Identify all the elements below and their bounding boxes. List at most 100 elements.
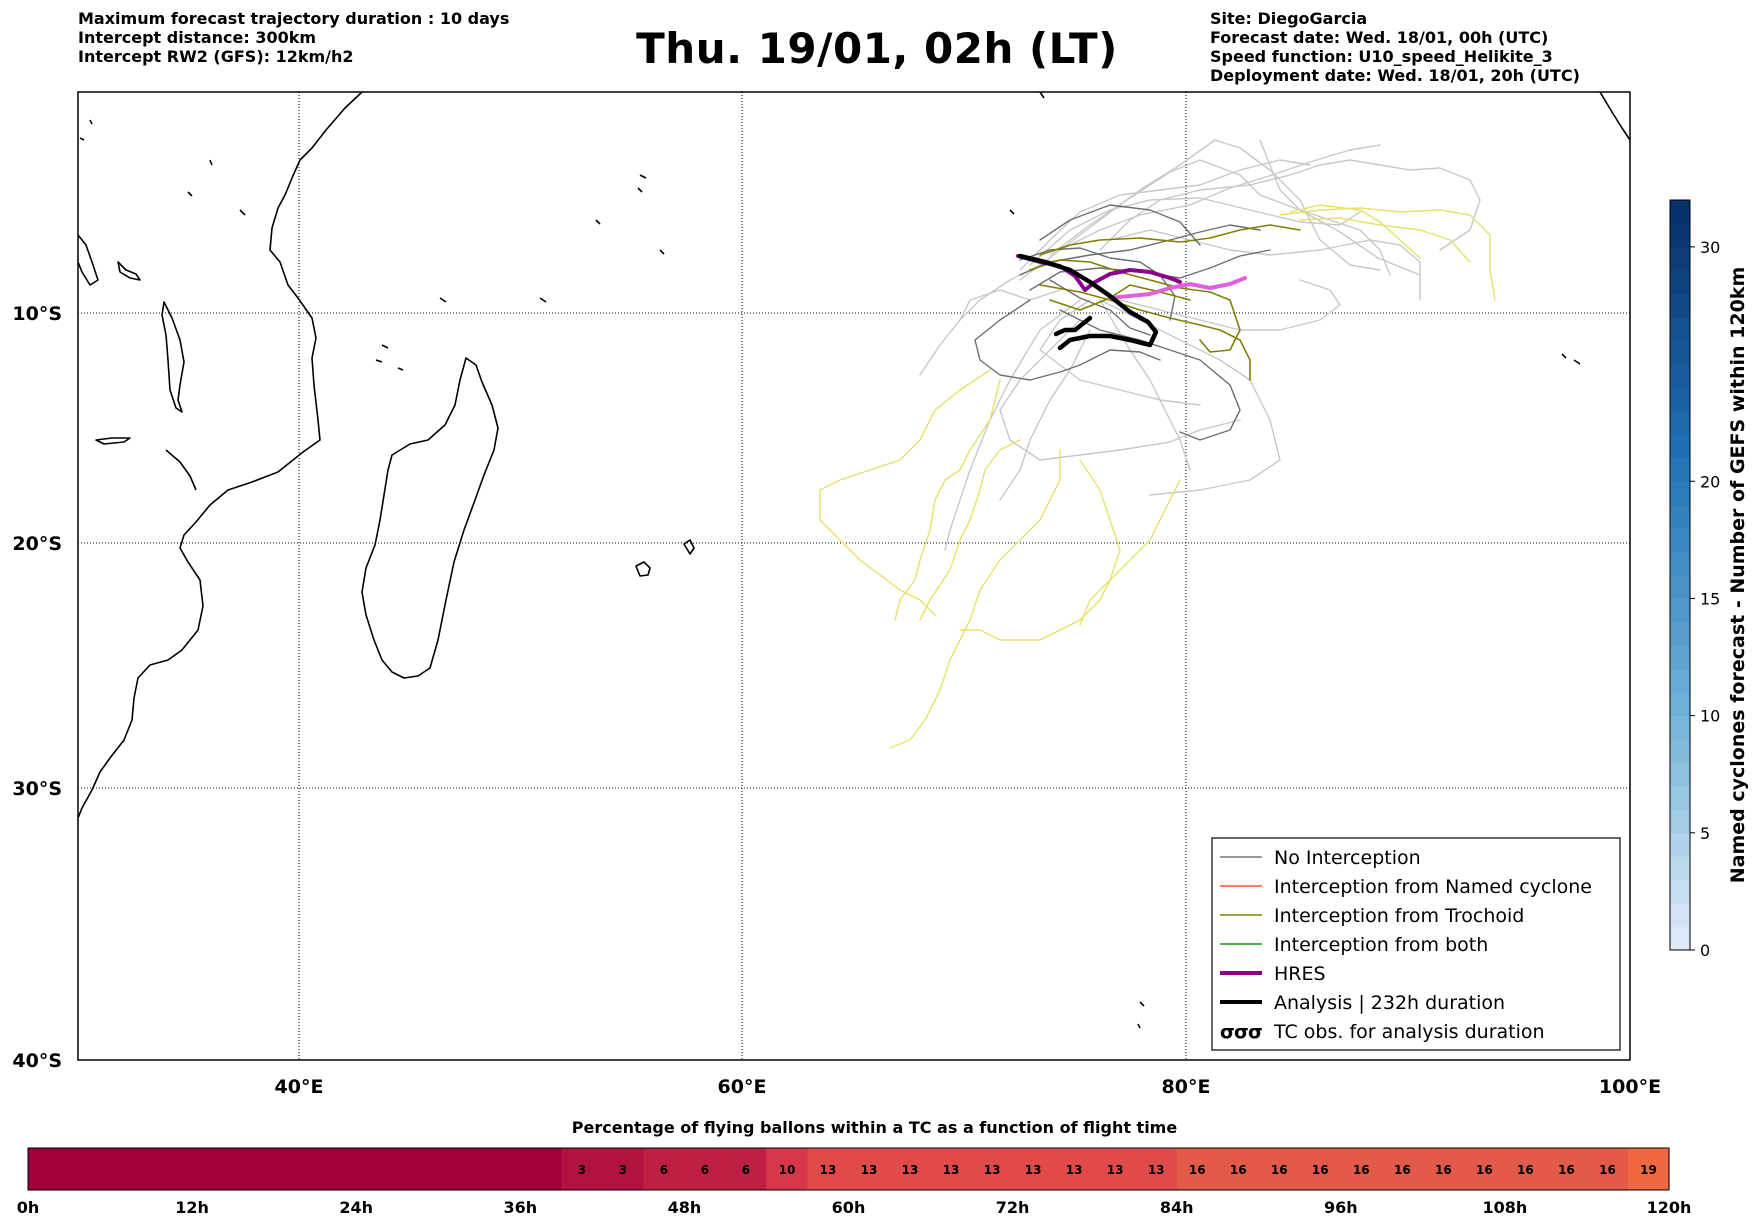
- trajectory-line: [959, 289, 1061, 321]
- percentage-value: 10: [779, 1163, 796, 1177]
- trajectory-line: [819, 369, 991, 616]
- percentage-cell: [1217, 1148, 1260, 1190]
- legend-label: HRES: [1274, 963, 1326, 985]
- percentage-cell: [971, 1148, 1014, 1190]
- percentage-value: 16: [1353, 1163, 1370, 1177]
- percentage-value: 13: [984, 1163, 1001, 1177]
- trajectory-line: [1017, 253, 1159, 351]
- forecast-parameters: Maximum forecast trajectory duration : 1…: [78, 9, 509, 66]
- trajectory-line: [1259, 139, 1391, 276]
- percentage-cell: [561, 1148, 603, 1190]
- percentage-value: 16: [1599, 1163, 1616, 1177]
- percentage-cell: [69, 1148, 111, 1190]
- colorbar-tick-label: 30: [1700, 238, 1720, 257]
- lake-fragment-2: [95, 437, 131, 445]
- percentage-cell: [766, 1148, 809, 1190]
- colorbar-band: [1670, 223, 1690, 248]
- colorbar-band: [1670, 246, 1690, 271]
- colorbar-band: [1670, 739, 1690, 763]
- trajectory-line: [1279, 207, 1496, 301]
- trajectory-line: [1039, 284, 1251, 381]
- colorbar-band: [1670, 903, 1690, 928]
- trajectory-line: [1059, 309, 1241, 441]
- colorbar-band: [1670, 340, 1690, 365]
- trajectory-line: [1029, 259, 1241, 353]
- percentage-value: 13: [1066, 1163, 1083, 1177]
- colorbar-band: [1670, 879, 1690, 904]
- lat-label-40: 40°S: [12, 1050, 62, 1072]
- lon-label-80: 80°E: [1162, 1076, 1211, 1098]
- colorbar-band: [1670, 715, 1690, 740]
- percentage-value: 6: [701, 1163, 709, 1177]
- intercept-distance-text: Intercept distance: 300km: [78, 28, 317, 47]
- colorbar-band: [1670, 832, 1690, 857]
- percentage-value: 13: [902, 1163, 919, 1177]
- trajectory-line: [999, 329, 1091, 501]
- cyclone-symbol-icon: σ: [1234, 1021, 1249, 1043]
- percentage-value: 16: [1271, 1163, 1288, 1177]
- percentage-value: 13: [820, 1163, 837, 1177]
- lon-label-60: 60°E: [718, 1076, 767, 1098]
- colorbar-band: [1670, 504, 1690, 529]
- colorbar-band: [1670, 481, 1690, 506]
- percentage-cell: [1299, 1148, 1342, 1190]
- percentage-cell: [28, 1148, 70, 1190]
- trajectory-line: [1099, 159, 1481, 251]
- trajectory-line: [999, 319, 1241, 461]
- percentage-bar-tick-label: 24h: [339, 1198, 373, 1217]
- cyclone-symbol-icon: σ: [1248, 1021, 1263, 1043]
- longitude-labels: 40°E 60°E 80°E 100°E: [275, 1076, 1662, 1098]
- latitude-labels: 10°S 20°S 30°S 40°S: [12, 303, 62, 1072]
- colorbar-band: [1670, 598, 1690, 623]
- trajectory-line: [1289, 204, 1421, 259]
- percentage-value: 13: [1148, 1163, 1165, 1177]
- percentage-value: 16: [1394, 1163, 1411, 1177]
- reunion-island: [635, 561, 651, 577]
- percentage-cell: [1176, 1148, 1219, 1190]
- percentage-cell: [807, 1148, 850, 1190]
- colorbar-band: [1670, 926, 1690, 951]
- colorbar-tick-label: 5: [1700, 824, 1710, 843]
- map-title: Thu. 19/01, 02h (LT): [636, 24, 1118, 73]
- trajectory-line: [974, 299, 1161, 381]
- percentage-cell: [397, 1148, 439, 1190]
- percentage-value: 13: [1025, 1163, 1042, 1177]
- percentage-cell: [889, 1148, 932, 1190]
- percentage-cell: [1586, 1148, 1629, 1190]
- percentage-value: 16: [1558, 1163, 1575, 1177]
- percentage-bar-tick-label: 84h: [1160, 1198, 1194, 1217]
- trajectory-line: [1108, 276, 1247, 300]
- percentage-cell: [520, 1148, 562, 1190]
- trajectory-line: [1079, 479, 1181, 626]
- percentage-bar-tick-label: 120h: [1647, 1198, 1692, 1217]
- percentage-cell: [356, 1148, 398, 1190]
- legend-box: [1211, 837, 1621, 1051]
- colorbar-band: [1670, 364, 1690, 388]
- colorbar-frame: [1669, 199, 1691, 951]
- colorbar-band: [1670, 270, 1690, 295]
- sumatra-fragment: [1599, 92, 1630, 141]
- percentage-bar-title: Percentage of flying ballons within a TC…: [572, 1118, 1178, 1137]
- percentage-cell: [1627, 1148, 1670, 1190]
- percentage-cell: [1135, 1148, 1178, 1190]
- legend-label: Interception from Trochoid: [1274, 905, 1524, 927]
- percentage-value: 16: [1230, 1163, 1247, 1177]
- percentage-cell: [274, 1148, 316, 1190]
- percentage-value: 16: [1312, 1163, 1329, 1177]
- percentage-cell: [1094, 1148, 1137, 1190]
- percentage-cell: [151, 1148, 193, 1190]
- lake-fragment: [161, 301, 185, 413]
- percentage-cell: [643, 1148, 685, 1190]
- colorbar-band: [1670, 856, 1690, 881]
- lat-label-30: 30°S: [12, 778, 62, 800]
- percentage-value: 13: [1107, 1163, 1124, 1177]
- trajectory-line: [1053, 315, 1093, 337]
- africa-coastline: [78, 92, 363, 819]
- colorbar-band: [1670, 410, 1690, 435]
- percentage-cell: [1340, 1148, 1383, 1190]
- colorbar-band: [1670, 575, 1690, 599]
- colorbar-tick-label: 15: [1700, 589, 1720, 608]
- trajectory-line: [1039, 224, 1301, 256]
- island-fragment-east: [1009, 92, 1581, 1029]
